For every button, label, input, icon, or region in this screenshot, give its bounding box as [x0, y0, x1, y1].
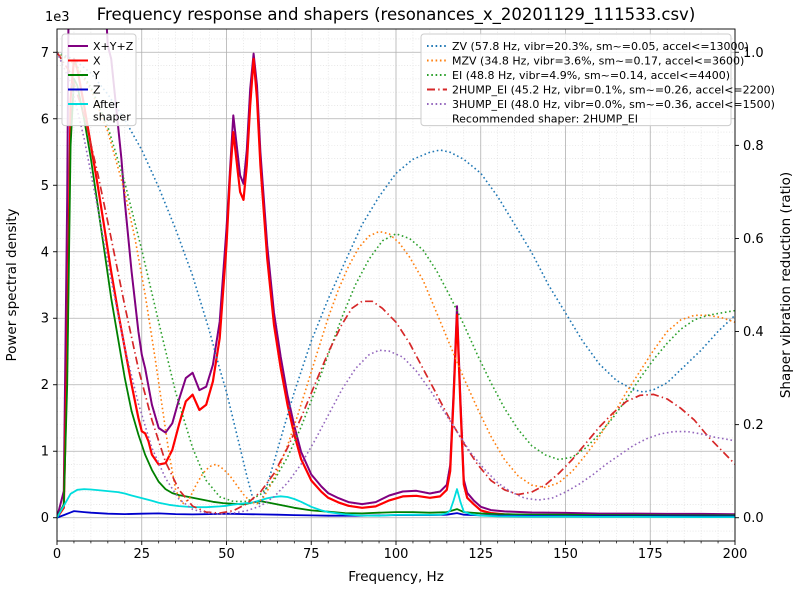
legend-item-label: After: [93, 98, 120, 111]
grid-layer: [56, 29, 736, 541]
legend-shapers-box: [420, 33, 732, 127]
series-layer: [57, 29, 735, 519]
legend-item-label: 2HUMP_EI (45.2 Hz, vibr=0.1%, sm~=0.26, …: [452, 84, 775, 97]
y-left-tick-label: 1: [41, 445, 49, 460]
series-line-after-shaper: [57, 488, 735, 519]
y-left-tick-label: 6: [41, 112, 49, 127]
left-y-axis-label: Power spectral density: [4, 208, 20, 361]
x-tick-label: 150: [553, 547, 578, 562]
legend-item-label: MZV (34.8 Hz, vibr=3.6%, sm~=0.17, accel…: [452, 55, 744, 68]
y-right-tick-label: 0.8: [743, 139, 764, 154]
legend-note: Recommended shaper: 2HUMP_EI: [452, 113, 638, 126]
y-right-tick-label: 0.4: [743, 325, 764, 340]
legend-item-label: Y: [92, 69, 100, 82]
legend-item-label: 3HUMP_EI (48.0 Hz, vibr=0.0%, sm~=0.36, …: [452, 98, 775, 111]
y-right-tick-label: 0.0: [743, 511, 764, 526]
x-axis-label: Frequency, Hz: [348, 569, 444, 585]
y-right-tick-label: 0.2: [743, 418, 764, 433]
y-left-tick-label: 3: [41, 312, 49, 327]
series-line-ei: [57, 51, 735, 503]
x-tick-label: 75: [303, 547, 320, 562]
axes-layer: 0 25 50 75 100 125 150 175 200 0 1 2 3 4 5 6 7 0.0 0.2 0.4 0…: [41, 28, 764, 562]
right-y-axis-label: Shaper vibration reduction (ratio): [778, 172, 794, 398]
y-left-tick-label: 4: [41, 245, 49, 260]
x-tick-label: 175: [638, 547, 663, 562]
y-axis-offset-text: 1e3: [45, 10, 70, 25]
legend-item-label: shaper: [93, 111, 131, 124]
x-tick-label: 0: [53, 547, 61, 562]
legend-item-label: EI (48.8 Hz, vibr=4.9%, sm~=0.14, accel<…: [452, 69, 730, 82]
legend-item-label: ZV (57.8 Hz, vibr=20.3%, sm~=0.05, accel…: [452, 40, 749, 53]
legend-item-label: X+Y+Z: [93, 40, 134, 53]
x-tick-label: 25: [133, 547, 150, 562]
legend-item-label: X: [93, 55, 101, 68]
y-right-tick-label: 1.0: [743, 46, 764, 61]
legend-shapers: ZV (57.8 Hz, vibr=20.3%, sm~=0.05, accel…: [420, 33, 775, 127]
y-left-tick-label: 7: [41, 46, 49, 61]
legend-item-label: Z: [93, 84, 101, 97]
x-tick-label: 100: [384, 547, 409, 562]
chart-title: Frequency response and shapers (resonanc…: [97, 5, 696, 25]
legend-psd-box: [61, 33, 137, 127]
series-line-mzv: [57, 51, 735, 505]
x-tick-label: 125: [468, 547, 493, 562]
y-right-tick-label: 0.6: [743, 232, 764, 247]
x-tick-label: 200: [723, 547, 748, 562]
x-tick-label: 50: [218, 547, 235, 562]
y-left-tick-label: 2: [41, 378, 49, 393]
y-left-tick-label: 5: [41, 179, 49, 194]
series-line-x: [57, 57, 735, 519]
y-left-tick-label: 0: [41, 511, 49, 526]
